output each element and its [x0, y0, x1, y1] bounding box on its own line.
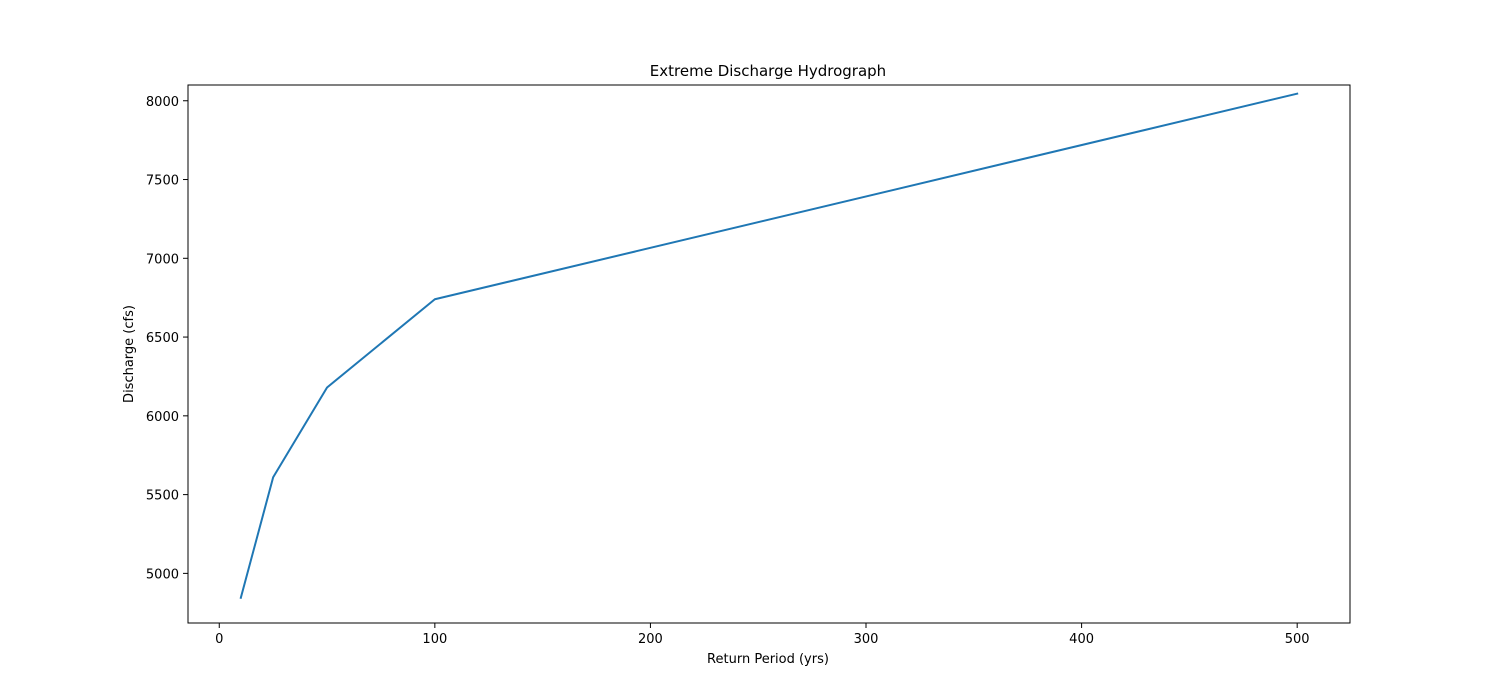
x-axis-label: Return Period (yrs) [707, 652, 829, 667]
y-tick-label: 6500 [146, 331, 179, 346]
x-tick-label: 100 [422, 632, 447, 647]
x-axis: 0 100 200 300 400 500 [215, 623, 1310, 647]
x-tick-label: 0 [215, 632, 223, 647]
series-layer [239, 92, 1299, 600]
y-tick-label: 7500 [146, 174, 179, 189]
plot-frame [187, 84, 1351, 624]
series-line [239, 92, 1299, 600]
x-tick-label: 500 [1285, 632, 1310, 647]
x-tick-label: 300 [854, 632, 879, 647]
y-tick-label: 7000 [146, 252, 179, 267]
y-axis-label: Discharge (cfs) [122, 305, 137, 403]
y-tick-label: 5000 [146, 567, 179, 582]
x-tick-label: 200 [638, 632, 663, 647]
y-tick-label: 5500 [146, 489, 179, 504]
y-tick-label: 6000 [146, 410, 179, 425]
chart-title: Extreme Discharge Hydrograph [650, 62, 886, 80]
y-axis: 5000 5500 6000 6500 7000 7500 8000 [146, 95, 188, 582]
y-tick-label: 8000 [146, 95, 179, 110]
x-tick-label: 400 [1069, 632, 1094, 647]
plot-area: 0 100 200 300 400 500 5000 5500 6000 6500 7000 750… [146, 84, 1351, 647]
